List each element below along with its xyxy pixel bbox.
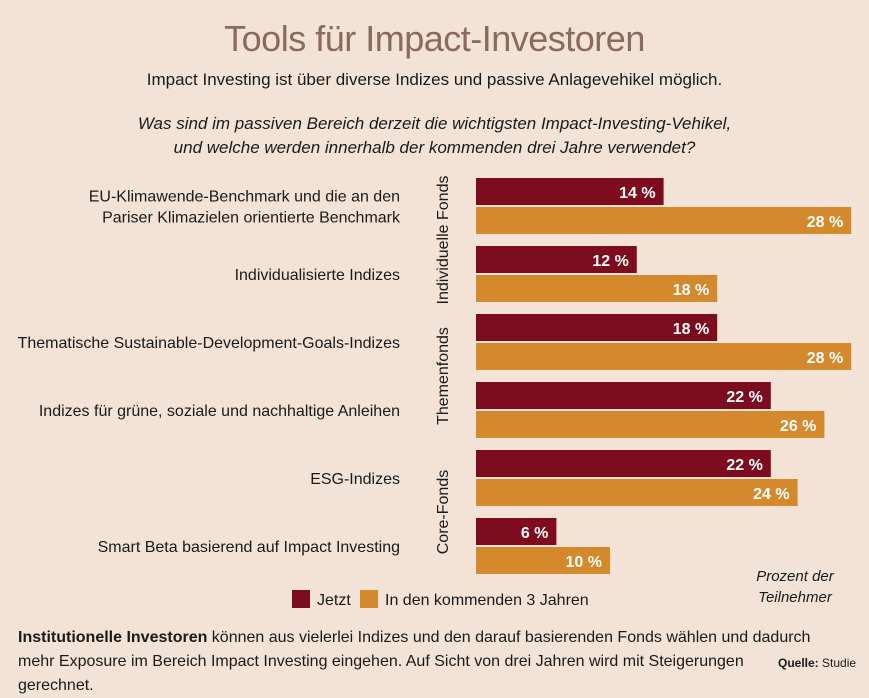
category-label: EU-Klimawende-Benchmark und die an den [89,189,400,206]
category-label: Indizes für grüne, soziale und nachhalti… [39,403,400,420]
data-label: 6 % [521,525,549,542]
data-label: 10 % [566,554,602,571]
data-label: 24 % [753,486,789,503]
bar [476,382,771,409]
chart-subtitle: Impact Investing ist über diverse Indize… [146,70,723,89]
legend-item-now: Jetzt [292,590,351,610]
legend-label-future: In den kommenden 3 Jahren [385,592,589,609]
category-label: ESG-Indizes [310,471,400,488]
bar [476,314,718,341]
source-label: Quelle: [778,656,819,670]
legend-item-future: In den kommenden 3 Jahren [360,590,589,610]
question-line-2: und welche werden innerhalb der kommende… [173,138,696,157]
legend-swatch-now [292,590,310,608]
footer-note: Institutionelle Investoren können aus vi… [18,626,818,698]
bar [476,207,852,234]
bar [476,518,557,545]
unit-note: Prozent der Teilnehmer [745,566,845,608]
chart-question: Was sind im passiven Bereich derzeit die… [0,112,869,160]
category-label: Thematische Sustainable-Development-Goal… [18,335,400,352]
category-label: Individualisierte Indizes [235,267,400,284]
data-label: 26 % [780,418,816,435]
data-label: 22 % [726,457,762,474]
source-note: Quelle: Studie [778,656,856,670]
legend-label-now: Jetzt [317,592,351,609]
data-label: 18 % [673,321,709,338]
unit-note-line-1: Prozent der [756,568,834,585]
bar [476,479,798,506]
group-label: Themenfonds [435,327,452,425]
group-label: Individuelle Fonds [435,176,452,305]
bar [476,343,852,370]
data-label: 28 % [807,214,843,231]
unit-note-line-2: Teilnehmer [758,589,832,606]
data-label: 12 % [592,253,628,270]
bar [476,178,664,205]
group-label: Core-Fonds [435,470,452,554]
question-line-1: Was sind im passiven Bereich derzeit die… [137,114,732,133]
chart-title: Tools für Impact-Investoren [224,18,645,59]
data-label: 22 % [726,389,762,406]
bar [476,450,771,477]
legend-swatch-future [360,590,378,608]
data-label: 18 % [673,282,709,299]
data-label: 28 % [807,350,843,367]
bar [476,411,825,438]
category-label: Pariser Klimazielen orientierte Benchmar… [102,210,401,227]
footer-bold: Institutionelle Investoren [18,629,208,646]
data-label: 14 % [619,185,655,202]
category-label: Smart Beta basierend auf Impact Investin… [98,539,400,556]
bar [476,246,637,273]
bar [476,275,718,302]
bar [476,547,610,574]
source-value: Studie [822,656,857,670]
